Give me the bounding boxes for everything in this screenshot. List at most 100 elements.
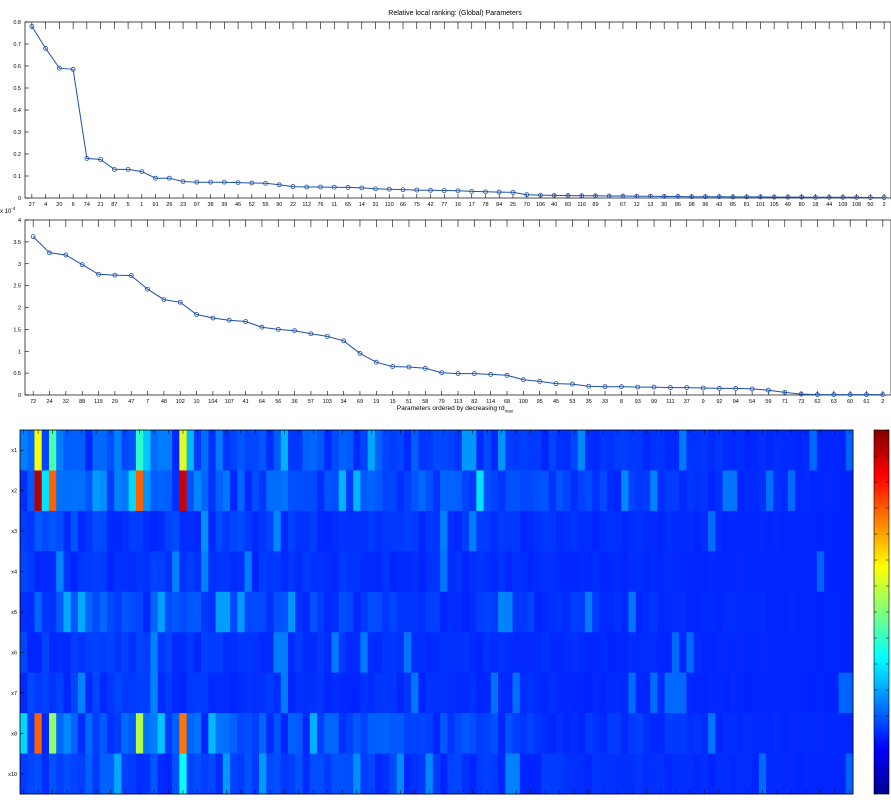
heatmap-cell bbox=[505, 632, 513, 674]
heatmap-cell bbox=[606, 430, 615, 471]
heatmap-cell bbox=[316, 551, 325, 593]
heatmap-cell bbox=[143, 510, 151, 552]
heatmap-cell bbox=[150, 672, 159, 714]
heatmap-cell bbox=[244, 551, 253, 593]
heatmap-cell bbox=[664, 632, 673, 674]
heatmap-cell bbox=[251, 672, 260, 714]
heatmap-cell bbox=[737, 551, 745, 593]
data-point bbox=[331, 184, 337, 190]
heatmap-cell bbox=[179, 632, 187, 674]
heatmap-cell bbox=[563, 430, 571, 471]
heatmap-cell bbox=[259, 591, 267, 633]
heatmap-cell bbox=[324, 591, 332, 633]
heatmap-cell bbox=[527, 632, 535, 674]
heatmap-cell bbox=[128, 430, 137, 471]
heatmap-cell bbox=[599, 430, 608, 471]
heatmap-cell bbox=[729, 470, 738, 512]
heatmap-cell bbox=[157, 632, 166, 674]
row-label: x2 bbox=[11, 489, 17, 495]
heatmap-cell bbox=[316, 753, 325, 795]
heatmap-cell bbox=[476, 470, 484, 512]
heatmap-cell bbox=[128, 510, 137, 552]
heatmap-cell bbox=[222, 632, 231, 674]
heatmap-cell bbox=[360, 551, 369, 593]
heatmap-cell bbox=[592, 591, 600, 633]
heatmap-cell bbox=[744, 510, 752, 552]
heatmap-cell bbox=[244, 713, 253, 754]
heatmap-cell bbox=[56, 632, 64, 674]
heatmap-cell bbox=[795, 713, 803, 754]
heatmap-cell bbox=[512, 591, 521, 633]
heatmap-cell bbox=[490, 551, 499, 593]
heatmap-cell bbox=[150, 510, 159, 552]
heatmap-cell bbox=[63, 753, 72, 795]
x-tick-label: 54 bbox=[749, 399, 755, 405]
heatmap-cell bbox=[447, 713, 456, 754]
heatmap-cell bbox=[780, 551, 789, 593]
heatmap-cell bbox=[751, 470, 760, 512]
heatmap-cell bbox=[106, 591, 115, 633]
y-tick-label: 0.7 bbox=[13, 42, 21, 48]
heatmap-cell bbox=[295, 713, 303, 754]
heatmap-cell bbox=[237, 510, 245, 552]
heatmap-cell bbox=[222, 713, 231, 754]
heatmap-cell bbox=[85, 632, 93, 674]
heatmap-cell bbox=[208, 713, 216, 754]
heatmap-cell bbox=[273, 713, 282, 754]
heatmap-cell bbox=[505, 510, 513, 552]
heatmap-cell bbox=[48, 551, 57, 593]
heatmap-cell bbox=[708, 510, 716, 552]
heatmap-cell bbox=[679, 672, 687, 714]
heatmap-cell bbox=[382, 672, 390, 714]
x-tick-label: 59 bbox=[765, 399, 771, 405]
heatmap-cell bbox=[556, 510, 564, 552]
heatmap-cell bbox=[802, 672, 810, 714]
heatmap-cell bbox=[773, 470, 781, 512]
heatmap-cell bbox=[584, 753, 593, 795]
heatmap-cell bbox=[85, 551, 93, 593]
heatmap-cell bbox=[114, 632, 122, 674]
heatmap-cell bbox=[41, 753, 50, 795]
heatmap-cell bbox=[403, 591, 412, 633]
heatmap-cell bbox=[693, 551, 702, 593]
heatmap-cell bbox=[505, 591, 513, 633]
heatmap-cell bbox=[650, 470, 658, 512]
heatmap-cell bbox=[186, 510, 195, 552]
heatmap-cell bbox=[447, 430, 456, 471]
heatmap-cell bbox=[403, 632, 412, 674]
data-point bbox=[63, 252, 69, 258]
heatmap-cell bbox=[758, 430, 767, 471]
heatmap-cell bbox=[563, 591, 571, 633]
heatmap-cell bbox=[418, 753, 427, 795]
x-tick-label: 94 bbox=[733, 399, 739, 405]
heatmap-cell bbox=[309, 510, 318, 552]
heatmap-cell bbox=[237, 632, 245, 674]
heatmap-cell bbox=[548, 510, 557, 552]
heatmap-cell bbox=[121, 672, 130, 714]
heatmap-cell bbox=[795, 470, 803, 512]
heatmap-cell bbox=[599, 591, 608, 633]
row-label: x5 bbox=[11, 610, 17, 616]
heatmap-cell bbox=[838, 591, 847, 633]
heatmap-cell bbox=[845, 713, 854, 754]
heatmap-cell bbox=[331, 470, 340, 512]
heatmap-cell bbox=[106, 430, 115, 471]
heatmap-cell bbox=[324, 470, 332, 512]
heatmap-cell bbox=[309, 470, 318, 512]
heatmap-cell bbox=[809, 632, 818, 674]
heatmap-cell bbox=[824, 470, 832, 512]
heatmap-cell bbox=[92, 632, 101, 674]
heatmap-cell bbox=[237, 470, 245, 512]
x-tick-label: 76 bbox=[317, 202, 323, 208]
heatmap-cell bbox=[729, 551, 738, 593]
heatmap-cell bbox=[599, 470, 608, 512]
heatmap-cell bbox=[201, 430, 209, 471]
heatmap-cell bbox=[534, 510, 542, 552]
heatmap-cell bbox=[729, 510, 738, 552]
x-tick-label: 51 bbox=[406, 399, 412, 405]
heatmap-cell bbox=[288, 591, 296, 633]
data-point bbox=[275, 326, 281, 332]
heatmap-cell bbox=[708, 551, 716, 593]
heatmap-cell bbox=[831, 672, 839, 714]
heatmap-cell bbox=[396, 551, 405, 593]
